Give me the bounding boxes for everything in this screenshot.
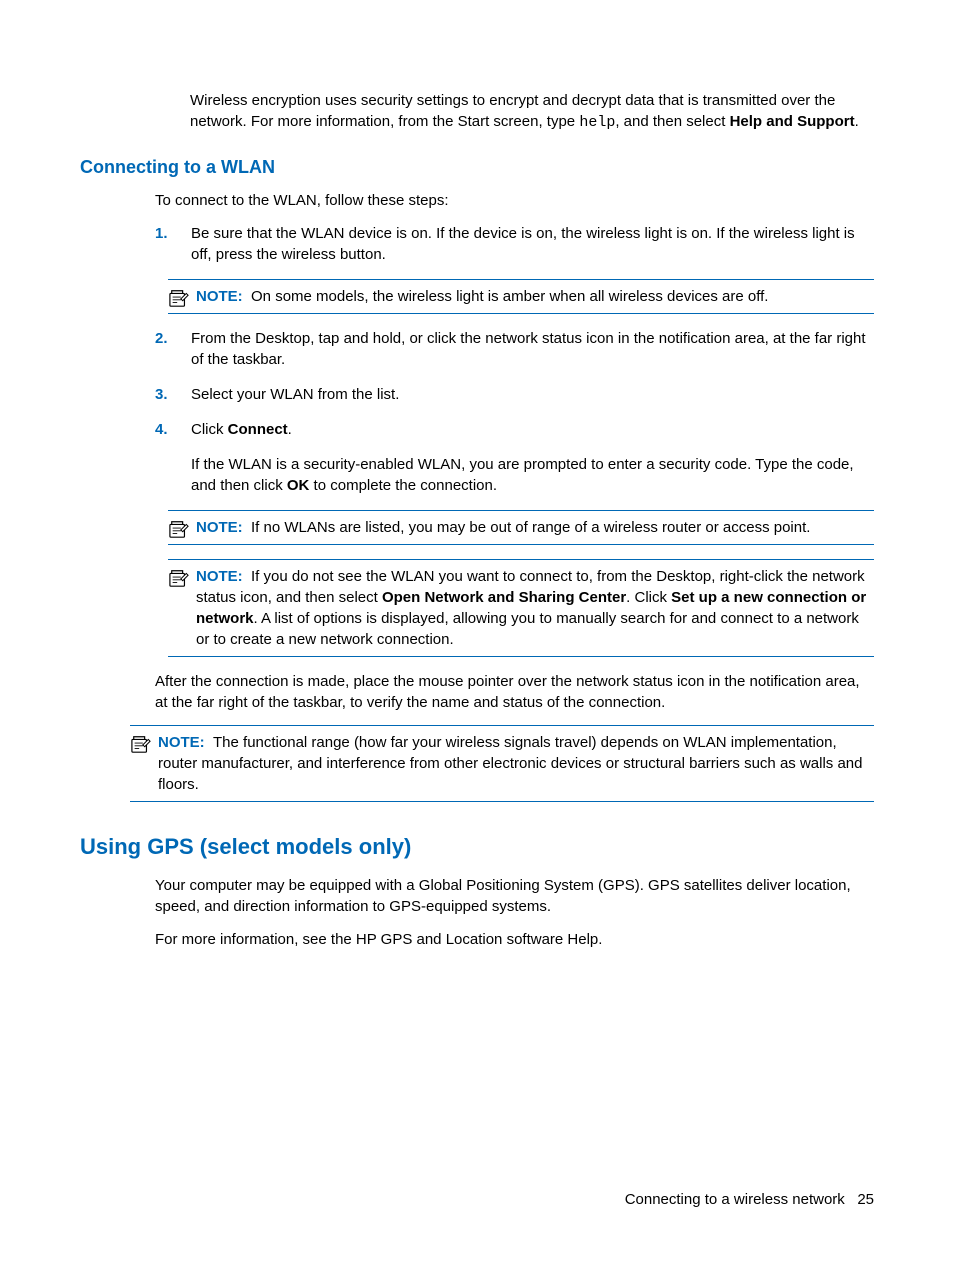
- connect-intro: To connect to the WLAN, follow these ste…: [155, 190, 874, 211]
- note-label: NOTE:: [196, 288, 243, 305]
- note-icon: [168, 519, 190, 539]
- steps-list-cont: 2. From the Desktop, tap and hold, or cl…: [155, 328, 874, 496]
- intro-text-after: , and then select: [615, 113, 729, 130]
- note-text: If no WLANs are listed, you may be out o…: [251, 519, 810, 536]
- note-box-4: NOTE: The functional range (how far your…: [130, 725, 874, 802]
- step-text: From the Desktop, tap and hold, or click…: [191, 330, 866, 368]
- note-inner: NOTE: If you do not see the WLAN you wan…: [168, 566, 874, 650]
- follow-bold: OK: [287, 477, 310, 494]
- note-text: The functional range (how far your wirel…: [158, 734, 863, 793]
- note-inner: NOTE: The functional range (how far your…: [130, 732, 874, 795]
- step-4-follow: If the WLAN is a security-enabled WLAN, …: [191, 454, 874, 496]
- document-page: Wireless encryption uses security settin…: [0, 0, 954, 1270]
- step-number: 2.: [155, 328, 168, 349]
- note-text: On some models, the wireless light is am…: [251, 288, 768, 305]
- note-icon: [168, 568, 190, 588]
- page-footer: Connecting to a wireless network 25: [625, 1189, 874, 1210]
- step-number: 1.: [155, 223, 168, 244]
- step-4: 4. Click Connect. If the WLAN is a secur…: [155, 419, 874, 496]
- footer-page-number: 25: [857, 1191, 874, 1208]
- step-number: 4.: [155, 419, 168, 440]
- footer-section-title: Connecting to a wireless network: [625, 1191, 845, 1208]
- heading-using-gps: Using GPS (select models only): [80, 832, 874, 863]
- note3-bold1: Open Network and Sharing Center: [382, 589, 626, 606]
- step-number: 3.: [155, 384, 168, 405]
- note-inner: NOTE: If no WLANs are listed, you may be…: [168, 517, 874, 538]
- note-icon: [130, 734, 152, 754]
- follow-post: to complete the connection.: [309, 477, 497, 494]
- step-3: 3. Select your WLAN from the list.: [155, 384, 874, 405]
- subheading-connecting-wlan: Connecting to a WLAN: [80, 155, 874, 180]
- intro-tail: .: [855, 113, 859, 130]
- gps-para-1: Your computer may be equipped with a Glo…: [155, 875, 874, 917]
- step-2: 2. From the Desktop, tap and hold, or cl…: [155, 328, 874, 370]
- note-inner: NOTE: On some models, the wireless light…: [168, 286, 874, 307]
- after-connection-para: After the connection is made, place the …: [155, 671, 874, 713]
- intro-paragraph: Wireless encryption uses security settin…: [190, 90, 874, 133]
- step-text-pre: Click: [191, 421, 228, 438]
- note-label: NOTE:: [196, 568, 243, 585]
- step-bold: Connect: [228, 421, 288, 438]
- step-text: Be sure that the WLAN device is on. If t…: [191, 225, 855, 263]
- step-1: 1. Be sure that the WLAN device is on. I…: [155, 223, 874, 265]
- note-label: NOTE:: [196, 519, 243, 536]
- note-icon: [168, 288, 190, 308]
- step-text: Select your WLAN from the list.: [191, 386, 399, 403]
- note3-mid: . Click: [626, 589, 671, 606]
- steps-list: 1. Be sure that the WLAN device is on. I…: [155, 223, 874, 265]
- intro-bold: Help and Support: [730, 113, 855, 130]
- note-box-2: NOTE: If no WLANs are listed, you may be…: [168, 510, 874, 545]
- gps-para-2: For more information, see the HP GPS and…: [155, 929, 874, 950]
- note-box-1: NOTE: On some models, the wireless light…: [168, 279, 874, 314]
- note3-post: . A list of options is displayed, allowi…: [196, 610, 859, 648]
- step-text-post: .: [288, 421, 292, 438]
- note-box-3: NOTE: If you do not see the WLAN you wan…: [168, 559, 874, 657]
- note-label: NOTE:: [158, 734, 205, 751]
- intro-mono: help: [579, 114, 615, 131]
